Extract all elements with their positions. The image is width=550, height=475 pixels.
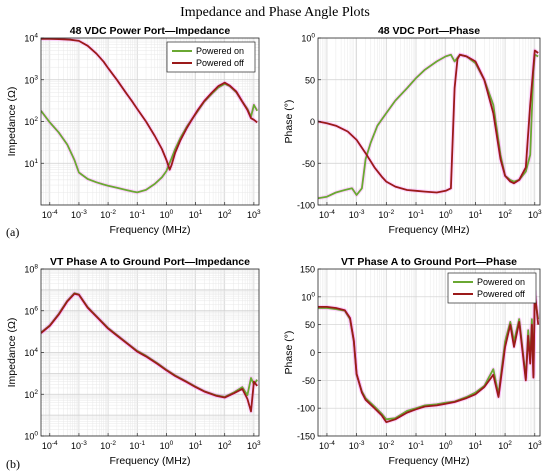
- series-lines: [41, 38, 259, 195]
- panel-title: 48 VDC Port—Phase: [378, 25, 480, 37]
- figure-suptitle: Impedance and Phase Angle Plots: [180, 5, 370, 20]
- chart-panel-1: 10-4 10-3 10-2 10-1 100 101 102 103 101 102 103 104…: [6, 25, 261, 236]
- tick-label: -100: [297, 404, 315, 414]
- tick-label: 100: [160, 209, 174, 220]
- tick-label: 101: [469, 209, 483, 220]
- tick-label: 102: [24, 389, 38, 400]
- tick-label: 103: [24, 74, 38, 85]
- tick-label: 101: [189, 209, 203, 220]
- tick-label: 101: [24, 158, 38, 169]
- x-axis-label: Frequency (MHz): [388, 455, 469, 467]
- series-line-powered-off: [41, 292, 258, 413]
- tick-label: 100: [301, 291, 315, 302]
- tick-label: 10-4: [42, 440, 58, 451]
- tick-label: 103: [247, 440, 261, 451]
- series-line-powered-off: [318, 290, 540, 424]
- tick-label: 0: [310, 348, 315, 358]
- tick-label: 106: [24, 305, 38, 316]
- y-axis-label: Impedance (Ω): [6, 318, 18, 388]
- tick-label: 10-3: [71, 209, 87, 220]
- series-line-powered-off: [41, 38, 258, 171]
- tick-label: -50: [302, 159, 315, 169]
- tick-label: 50: [305, 320, 315, 330]
- series-lines: [318, 48, 540, 201]
- x-axis-label: Frequency (MHz): [388, 224, 469, 236]
- tick-label: 10-1: [129, 440, 145, 451]
- tick-label: 10-1: [408, 209, 424, 220]
- tick-label: 10-2: [100, 440, 116, 451]
- x-ticks: 10-4 10-3 10-2 10-1 100 101 102 103: [319, 433, 542, 451]
- legend-box: [166, 41, 256, 73]
- series-line-powered-off: [318, 49, 539, 194]
- tick-label: 10-4: [319, 440, 335, 451]
- x-ticks: 10-4 10-3 10-2 10-1 100 101 102 103: [319, 202, 542, 220]
- x-axis-label: Frequency (MHz): [109, 224, 190, 236]
- panel-title: 48 VDC Power Port—Impedance: [70, 25, 231, 37]
- tick-label: 10-3: [71, 440, 87, 451]
- tick-label: 101: [189, 440, 203, 451]
- tick-label: 100: [24, 431, 38, 442]
- tick-label: 102: [498, 209, 512, 220]
- tick-label: 0: [310, 117, 315, 127]
- series-lines: [318, 289, 540, 425]
- legend: Powered on Powered off: [166, 41, 256, 73]
- y-axis-label: Phase (°): [283, 100, 295, 144]
- tick-label: 10-3: [349, 440, 365, 451]
- chart-panel-2: 10-4 10-3 10-2 10-1 100 101 102 103 -100 -50 0 50 10…: [283, 25, 542, 236]
- chart-panel-3: 10-4 10-3 10-2 10-1 100 101 102 103 100 102 104 106…: [6, 256, 261, 467]
- y-axis-label: Impedance (Ω): [6, 87, 18, 157]
- tick-label: 100: [439, 209, 453, 220]
- tick-label: 103: [528, 209, 542, 220]
- tick-label: -150: [297, 432, 315, 442]
- y-ticks: 101 102 103 104: [24, 33, 44, 169]
- tick-label: 100: [439, 440, 453, 451]
- tick-label: 50: [305, 75, 315, 85]
- tick-label: 10-1: [408, 440, 424, 451]
- tick-label: 103: [247, 209, 261, 220]
- legend: Powered on Powered off: [447, 272, 537, 304]
- tick-label: 100: [160, 440, 174, 451]
- tick-label: 102: [218, 440, 232, 451]
- panel-title: VT Phase A to Ground Port—Impedance: [50, 256, 250, 268]
- tick-label: 10-4: [42, 209, 58, 220]
- tick-label: 102: [24, 116, 38, 127]
- tick-label: 102: [498, 440, 512, 451]
- tick-label: 10-1: [129, 209, 145, 220]
- tick-label: -50: [302, 376, 315, 386]
- tick-label: 10-2: [100, 209, 116, 220]
- y-ticks: -150 -100 -50 0 50 100 150: [297, 265, 321, 442]
- row-label-b: (b): [6, 457, 20, 471]
- legend-label-powered-off: Powered off: [477, 289, 525, 299]
- tick-label: 10-3: [349, 209, 365, 220]
- tick-label: 104: [24, 347, 38, 358]
- row-label-a: (a): [6, 225, 19, 239]
- tick-label: 104: [24, 33, 38, 44]
- tick-label: 103: [528, 440, 542, 451]
- tick-label: 102: [218, 209, 232, 220]
- tick-label: 10-2: [378, 440, 394, 451]
- x-ticks: 10-4 10-3 10-2 10-1 100 101 102 103: [42, 202, 261, 220]
- series-lines: [41, 291, 259, 414]
- y-ticks: 100 102 104 106 108: [24, 264, 44, 442]
- x-axis-label: Frequency (MHz): [109, 455, 190, 467]
- x-ticks: 10-4 10-3 10-2 10-1 100 101 102 103: [42, 433, 261, 451]
- legend-box: [447, 272, 537, 304]
- y-axis-label: Phase (°): [283, 331, 295, 375]
- tick-label: 100: [301, 33, 315, 44]
- tick-label: 108: [24, 264, 38, 275]
- chart-panel-4: 10-4 10-3 10-2 10-1 100 101 102 103 -150 -100 -50 0…: [283, 256, 542, 467]
- tick-label: 10-4: [319, 209, 335, 220]
- panel-title: VT Phase A to Ground Port—Phase: [341, 256, 517, 268]
- chart-panels: 10-4 10-3 10-2 10-1 100 101 102 103 101 102 103 104…: [6, 25, 542, 467]
- tick-label: -100: [297, 201, 315, 211]
- legend-label-powered-on: Powered on: [477, 277, 525, 287]
- y-ticks: -100 -50 0 50 100: [297, 33, 321, 211]
- tick-label: 150: [300, 265, 315, 275]
- tick-label: 101: [469, 440, 483, 451]
- legend-label-powered-off: Powered off: [196, 58, 244, 68]
- legend-label-powered-on: Powered on: [196, 46, 244, 56]
- tick-label: 10-2: [378, 209, 394, 220]
